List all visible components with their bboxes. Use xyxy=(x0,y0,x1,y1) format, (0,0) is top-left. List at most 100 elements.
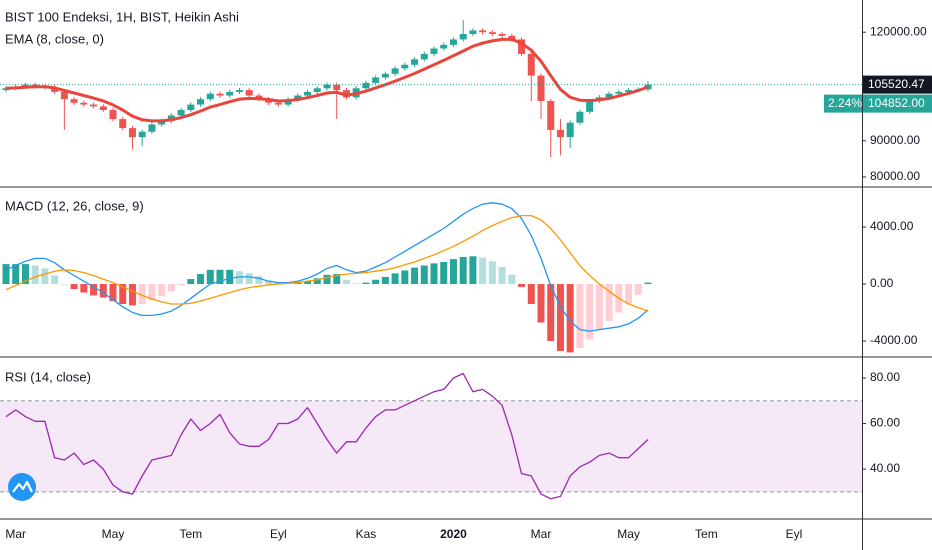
histogram-bar xyxy=(197,274,205,285)
histogram-bar xyxy=(294,282,302,285)
y-tick-label: 90000.00 xyxy=(870,133,920,147)
candle-body xyxy=(537,75,545,101)
histogram-bar xyxy=(245,273,253,285)
histogram-bar xyxy=(70,284,78,290)
histogram-bar xyxy=(31,265,39,285)
signal-line xyxy=(5,214,649,312)
candle-body xyxy=(420,53,428,60)
candle-body xyxy=(70,99,78,103)
histogram-bar xyxy=(323,274,331,285)
candle-body xyxy=(644,84,652,90)
plot xyxy=(0,20,866,500)
histogram-bar xyxy=(21,264,29,285)
histogram-bar xyxy=(401,270,409,285)
candle-body xyxy=(216,93,224,96)
histogram-bar xyxy=(342,279,350,285)
histogram-bar xyxy=(128,284,136,306)
candle-body xyxy=(304,91,312,96)
candle-body xyxy=(488,32,496,35)
candle-body xyxy=(547,100,555,130)
histogram-bar xyxy=(469,256,477,285)
candle-body xyxy=(615,91,623,94)
histogram-bar xyxy=(411,267,419,285)
histogram-bar xyxy=(206,269,214,285)
candle-body xyxy=(245,90,253,96)
histogram-bar xyxy=(586,284,594,340)
change-label: 2.24% xyxy=(828,96,862,110)
histogram-bar xyxy=(148,284,156,301)
candle-body xyxy=(586,100,594,112)
candle-body xyxy=(197,99,205,105)
candle-body xyxy=(60,91,68,100)
candle-body xyxy=(401,64,409,69)
histogram-bar xyxy=(488,261,496,285)
x-tick-label: Tem xyxy=(179,527,202,541)
candle-body xyxy=(167,115,175,121)
histogram-bar xyxy=(595,284,603,330)
y-tick-label: -4000.00 xyxy=(870,333,918,347)
histogram-bar xyxy=(109,284,117,302)
x-tick-label: May xyxy=(102,527,125,541)
candle-body xyxy=(51,87,59,92)
candle-body xyxy=(566,122,574,138)
x-tick-label: May xyxy=(617,527,640,541)
histogram-bar xyxy=(556,284,564,352)
candle-body xyxy=(362,82,370,89)
x-tick-label: Mar xyxy=(5,527,26,541)
y-tick-label: 80000.00 xyxy=(870,169,920,183)
logo-icon[interactable] xyxy=(12,480,33,493)
candle-body xyxy=(459,34,467,40)
histogram-bar xyxy=(430,263,438,285)
y-tick-label: 60.00 xyxy=(870,416,900,430)
candle-body xyxy=(372,77,380,83)
candle-body xyxy=(333,84,341,91)
ema-title: EMA (8, close, 0) xyxy=(5,31,104,46)
candle-body xyxy=(313,88,321,92)
histogram-bar xyxy=(90,284,98,296)
histogram-bar xyxy=(167,284,175,292)
candle-body xyxy=(469,30,477,35)
histogram-bar xyxy=(644,282,652,285)
candle-body xyxy=(391,68,399,74)
candle-body xyxy=(2,88,10,91)
candle-body xyxy=(187,104,195,111)
histogram-bar xyxy=(625,284,633,304)
logo[interactable] xyxy=(8,473,36,501)
candle-body xyxy=(381,73,389,78)
histogram-bar xyxy=(459,256,467,285)
x-tick-label: 2020 xyxy=(440,527,467,541)
last-price-box xyxy=(863,75,932,94)
candle-body xyxy=(235,90,243,92)
rsi-line xyxy=(5,372,649,500)
x-tick-label: Eyl xyxy=(786,527,803,541)
chart-title: BIST 100 Endeksi, 1H, BIST, Heikin Ashi xyxy=(5,9,239,24)
histogram-bar xyxy=(440,261,448,285)
ema-line xyxy=(5,37,649,123)
histogram-bar xyxy=(391,273,399,285)
candle-body xyxy=(508,35,516,40)
candle-body xyxy=(479,30,487,33)
candle-body xyxy=(498,34,506,36)
macd-title: MACD (12, 26, close, 9) xyxy=(5,198,144,213)
y-tick-label: 40.00 xyxy=(870,461,900,475)
histogram-bar xyxy=(313,278,321,285)
candle-body xyxy=(119,119,127,129)
histogram-bar xyxy=(333,274,341,285)
candle-body xyxy=(80,102,88,105)
candle-body xyxy=(148,124,156,132)
candle-body xyxy=(323,84,331,89)
histogram-bar xyxy=(576,284,584,349)
histogram-bar xyxy=(372,279,380,285)
x-tick-label: Mar xyxy=(531,527,552,541)
candle-body xyxy=(430,48,438,54)
ema-price-label: 104852.00 xyxy=(868,96,925,110)
histogram-bar xyxy=(12,264,20,285)
x-tick-label: Kas xyxy=(356,527,377,541)
histogram-bar xyxy=(255,276,263,285)
y-tick-label: 4000.00 xyxy=(870,219,914,233)
histogram-bar xyxy=(381,276,389,285)
candle-body xyxy=(128,128,136,138)
candle-body xyxy=(109,110,117,120)
ema-price-box xyxy=(863,94,932,113)
candle-body xyxy=(206,93,214,100)
